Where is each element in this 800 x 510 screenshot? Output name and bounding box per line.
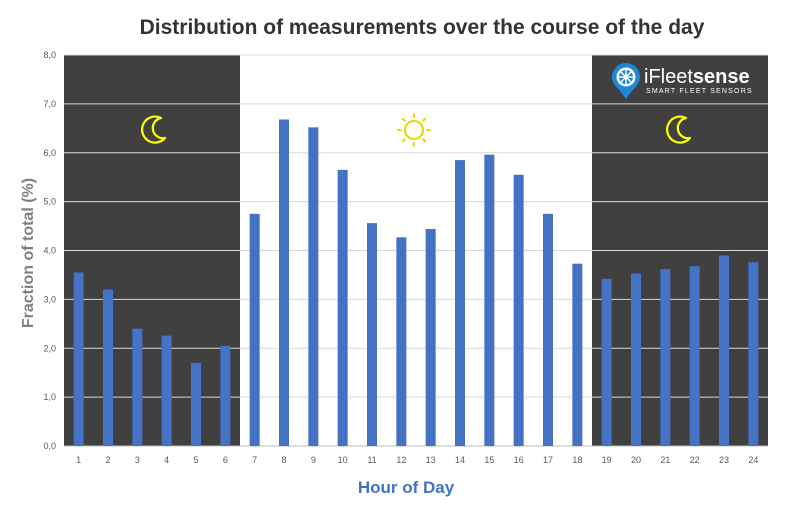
y-axis-title: Fraction of total (%): [20, 178, 37, 328]
x-tick-label: 17: [543, 455, 553, 465]
x-tick-label: 12: [396, 455, 406, 465]
gridlines: [64, 54, 768, 447]
x-tick-label: 8: [281, 455, 286, 465]
x-tick-label: 4: [164, 455, 169, 465]
bar: [660, 269, 671, 446]
bar: [337, 169, 348, 446]
bar: [279, 119, 289, 446]
x-tick-label: 5: [193, 455, 198, 465]
sun-icon: [397, 113, 431, 147]
logo-brand-prefix: iFleet: [644, 66, 693, 88]
x-tick-label: 2: [105, 455, 110, 465]
bar: [543, 213, 553, 446]
bar: [132, 328, 143, 446]
x-tick-label: 3: [135, 455, 140, 465]
bar: [572, 263, 583, 446]
x-tick-label: 10: [338, 455, 348, 465]
moon-icon: [666, 115, 692, 144]
bar: [601, 278, 612, 446]
x-tick-label: 24: [748, 455, 758, 465]
bar: [425, 228, 436, 446]
x-tick-label: 16: [514, 455, 524, 465]
bar: [455, 160, 465, 447]
x-tick-label: 1: [76, 455, 81, 465]
bar: [748, 262, 759, 446]
bar: [103, 289, 113, 446]
x-tick-label: 19: [602, 455, 612, 465]
y-tick-labels: 0,0 1,0 2,0 3,0 4,0 5,0 6,0 7,0 8,0: [43, 50, 56, 451]
x-tick-label: 15: [484, 455, 494, 465]
bar: [367, 223, 377, 446]
y-tick-label: 7,0: [43, 99, 56, 109]
brand-logo: iFleetsense SMART FLEET SENSORS: [612, 63, 753, 99]
x-tick-label: 20: [631, 455, 641, 465]
logo-tagline: SMART FLEET SENSORS: [646, 88, 753, 95]
logo-brand-suffix: sense: [693, 66, 750, 88]
x-tick-label: 23: [719, 455, 729, 465]
bars: [73, 119, 759, 447]
bar: [161, 335, 172, 446]
location-pin-icon: [612, 63, 640, 99]
bar: [220, 345, 231, 446]
moon-icon: [141, 115, 167, 144]
bar: [73, 272, 84, 446]
x-tick-label: 6: [223, 455, 228, 465]
x-tick-label: 11: [367, 455, 376, 465]
bar: [191, 362, 201, 446]
bar: [484, 154, 495, 446]
bar: [396, 237, 407, 446]
bar: [249, 213, 260, 446]
x-tick-label: 22: [690, 455, 700, 465]
x-tick-label: 9: [311, 455, 316, 465]
y-tick-label: 8,0: [43, 50, 56, 60]
bar: [689, 266, 700, 446]
x-tick-label: 18: [572, 455, 582, 465]
y-tick-label: 0,0: [43, 441, 56, 451]
bar: [308, 127, 319, 447]
x-tick-label: 21: [660, 455, 670, 465]
bar: [719, 255, 729, 446]
x-tick-label: 7: [252, 455, 257, 465]
x-tick-label: 14: [455, 455, 465, 465]
y-tick-label: 3,0: [43, 294, 56, 304]
y-tick-label: 6,0: [43, 148, 56, 158]
x-tick-labels: 1 2 3 4 5 6 7 8 9 10 11 12 13 14 15 16 17 18 19 20 21 22 23 24: [76, 455, 758, 465]
y-tick-label: 1,0: [43, 392, 56, 402]
x-tick-label: 13: [426, 455, 436, 465]
chart-title: Distribution of measurements over the co…: [140, 16, 705, 39]
y-tick-label: 5,0: [43, 197, 56, 207]
y-tick-label: 4,0: [43, 246, 56, 256]
bar: [631, 273, 641, 446]
svg-text:iFleetsense: iFleetsense: [644, 66, 750, 88]
y-tick-label: 2,0: [43, 343, 56, 353]
x-axis-title: Hour of Day: [358, 478, 455, 497]
bar: [513, 174, 524, 446]
